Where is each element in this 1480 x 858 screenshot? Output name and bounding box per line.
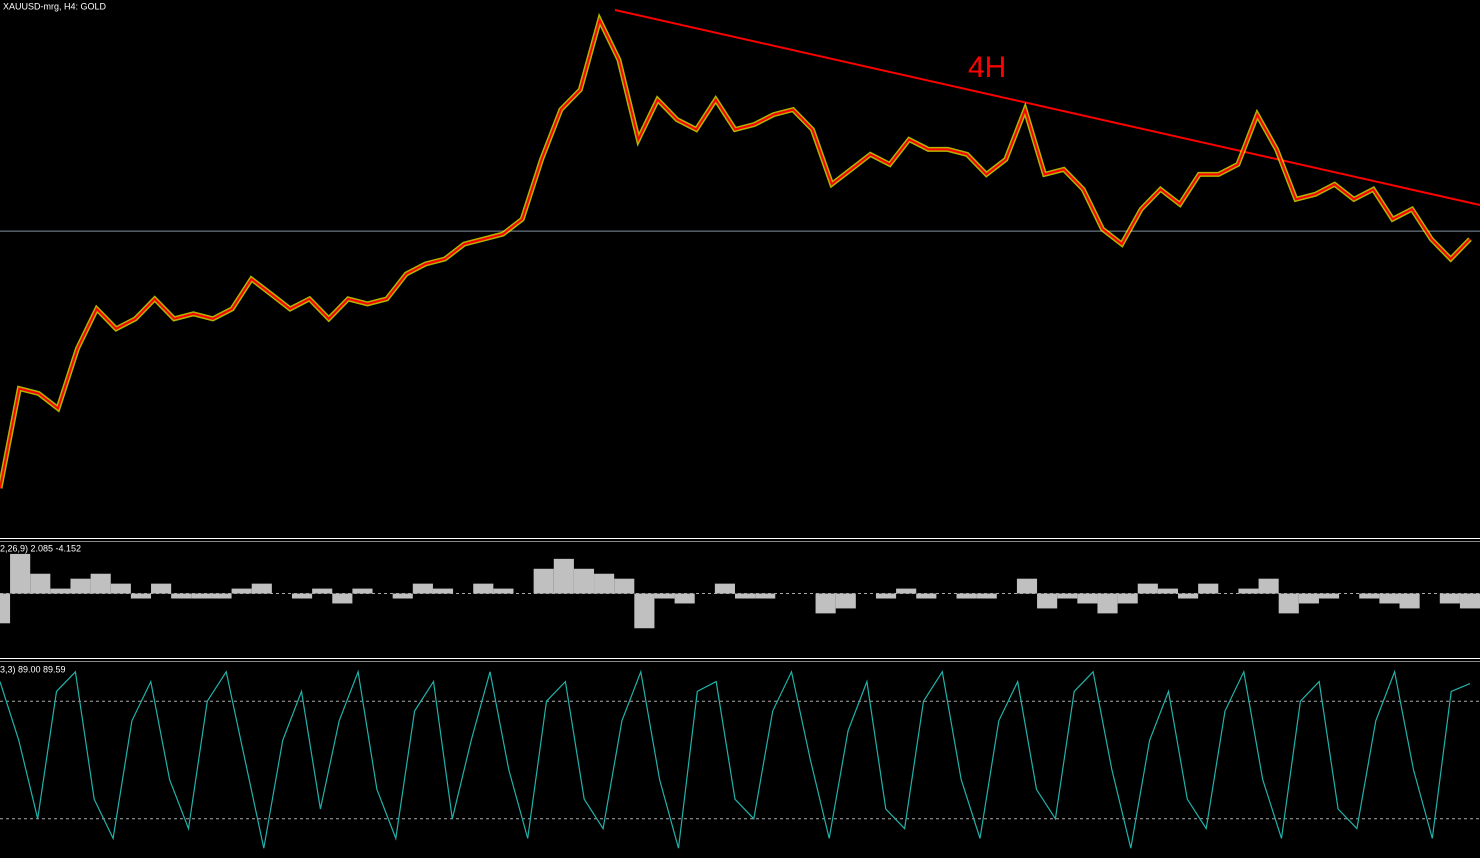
histogram-bar <box>473 583 494 594</box>
histogram-bar <box>171 593 192 599</box>
histogram-bar <box>735 593 756 599</box>
histogram-bar <box>916 593 937 599</box>
histogram-bar <box>1298 593 1319 604</box>
histogram-bar <box>493 588 514 594</box>
histogram-bar <box>1016 578 1038 594</box>
histogram-bar <box>634 593 655 629</box>
chart-title: XAUUSD-mrg, H4: GOLD <box>3 1 107 11</box>
histogram-bar <box>231 588 252 594</box>
histogram-bar <box>614 578 635 594</box>
histogram-bar <box>151 583 172 594</box>
histogram-bar <box>1077 593 1098 604</box>
histogram-bar <box>130 593 152 599</box>
histogram-bar <box>1178 593 1199 599</box>
series-line <box>0 17 1471 489</box>
histogram-bar <box>654 593 675 599</box>
histogram-bar <box>1278 593 1299 614</box>
histogram-bar <box>1057 593 1078 599</box>
histogram-bar <box>50 588 71 594</box>
histogram-bar <box>594 573 615 594</box>
histogram-bar <box>1037 593 1058 609</box>
histogram-bar <box>0 593 11 624</box>
histogram-bar <box>835 593 856 609</box>
histogram-bar <box>1157 588 1179 594</box>
histogram-bar <box>1379 593 1400 604</box>
histogram-bar <box>1359 593 1380 599</box>
histogram-bar <box>896 588 917 594</box>
trend-line <box>614 9 1480 206</box>
histogram-bar <box>352 588 373 594</box>
histogram-bar <box>553 558 574 594</box>
histogram-bar <box>533 568 554 594</box>
histogram-bar <box>30 573 51 594</box>
histogram-bar <box>1117 593 1138 604</box>
histogram-bar <box>1137 583 1158 594</box>
histogram-bar <box>1318 593 1340 599</box>
histogram-bar <box>392 593 413 599</box>
histogram-bar <box>875 593 897 599</box>
annotation: 4H <box>968 51 1006 84</box>
histogram-bar <box>412 583 433 594</box>
histogram-bar <box>755 593 776 599</box>
histogram-bar <box>815 593 836 614</box>
histogram-bar <box>191 593 212 599</box>
macd-label: 2,26,9) 2.085 -4.152 <box>0 543 81 553</box>
histogram-bar <box>291 593 313 599</box>
histogram-bar <box>1399 593 1420 609</box>
histogram-bar <box>573 568 595 594</box>
histogram-bar <box>312 588 333 594</box>
histogram-bar <box>211 593 232 599</box>
histogram-bar <box>332 593 353 604</box>
histogram-bar <box>1439 593 1460 604</box>
histogram-bar <box>90 573 111 594</box>
histogram-bar <box>1097 593 1118 614</box>
histogram-bar <box>714 583 735 594</box>
stoch-label: 3,3) 89.00 89.59 <box>0 664 66 674</box>
histogram-bar <box>956 593 977 599</box>
histogram-bar <box>976 593 997 599</box>
histogram-bar <box>70 578 91 594</box>
histogram-bar <box>110 583 131 594</box>
histogram-bar <box>432 588 454 594</box>
histogram-bar <box>1258 578 1279 594</box>
histogram-bar <box>251 583 272 594</box>
histogram-bar <box>674 593 695 604</box>
series-line <box>0 669 1471 849</box>
histogram-bar <box>10 553 31 594</box>
histogram-bar <box>1238 588 1259 594</box>
histogram-bar <box>1459 593 1480 609</box>
histogram-bar <box>1198 583 1219 594</box>
